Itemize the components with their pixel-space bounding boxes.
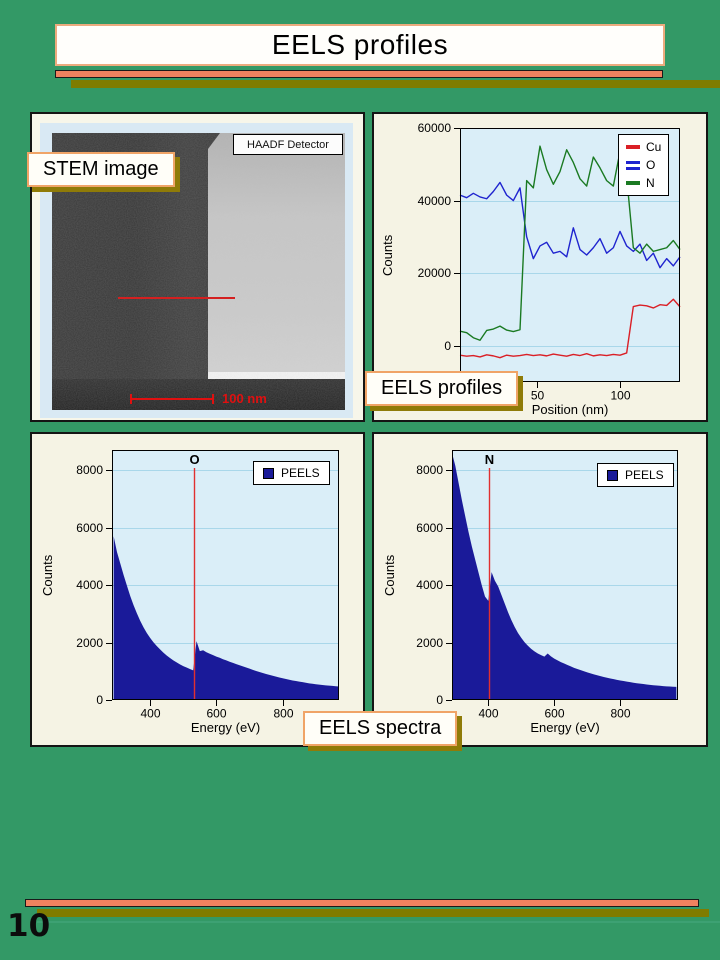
- eels-spectrum-n-panel: Counts Energy (eV) PEELS: [372, 432, 708, 747]
- scale-bar-line: [130, 398, 214, 400]
- legend-item-cu: Cu: [626, 141, 661, 153]
- peels-square-marker: [263, 467, 274, 479]
- bottom-divider-salmon: [25, 899, 699, 907]
- scale-bar-cap-left: [130, 394, 132, 404]
- eels-profiles-label: EELS profiles: [365, 371, 519, 406]
- n-legend-label: N: [646, 176, 655, 190]
- legend-item-n: N: [626, 177, 661, 189]
- spectrum-o-y-axis-label: Counts: [40, 554, 55, 596]
- profiles-x-axis-label: Position (nm): [531, 402, 609, 417]
- spectrum-o-legend: PEELS: [253, 461, 330, 485]
- eels-spectrum-o-chart-canvas: [32, 434, 363, 745]
- title-box: EELS profiles: [55, 24, 665, 66]
- n-line-marker: [626, 181, 640, 185]
- o-legend-label: O: [646, 158, 656, 172]
- spectrum-n-legend: PEELS: [597, 463, 674, 487]
- spectrum-o-x-axis-label: Energy (eV): [190, 720, 261, 735]
- cu-line-marker: [626, 145, 640, 149]
- legend-item-o: O: [626, 159, 661, 171]
- eels-spectra-label: EELS spectra: [303, 711, 458, 746]
- peels-legend-label: PEELS: [625, 468, 664, 482]
- scale-bar-label: 100 nm: [222, 391, 267, 406]
- bottom-divider-olive: [37, 909, 709, 917]
- page-title: EELS profiles: [271, 29, 449, 60]
- top-divider-olive: [71, 80, 720, 88]
- stem-image-label: STEM image: [27, 152, 175, 187]
- cu-legend-label: Cu: [646, 140, 662, 154]
- eels-profiles-panel: Counts Position (nm) Cu O N: [372, 112, 708, 422]
- peels-legend-label: PEELS: [281, 466, 320, 480]
- line-scan-marker: [118, 297, 235, 299]
- spectrum-n-x-axis-label: Energy (eV): [530, 720, 600, 735]
- scale-bar: 100 nm: [130, 389, 280, 409]
- profiles-y-axis-label: Counts: [380, 234, 395, 276]
- spectrum-n-y-axis-label: Counts: [382, 554, 397, 596]
- peels-square-marker: [607, 469, 618, 481]
- o-line-marker: [626, 160, 640, 170]
- eels-spectrum-o-panel: Counts Energy (eV) PEELS: [30, 432, 365, 747]
- page-number: 10: [7, 908, 51, 944]
- haadf-detector-label: HAADF Detector: [233, 134, 343, 155]
- stem-micrograph: HAADF Detector 100 nm: [52, 133, 345, 410]
- bottom-divider-teal: [37, 921, 720, 923]
- scale-bar-cap-right: [212, 394, 214, 404]
- top-divider-salmon: [55, 70, 663, 78]
- profiles-legend: Cu O N: [618, 134, 670, 196]
